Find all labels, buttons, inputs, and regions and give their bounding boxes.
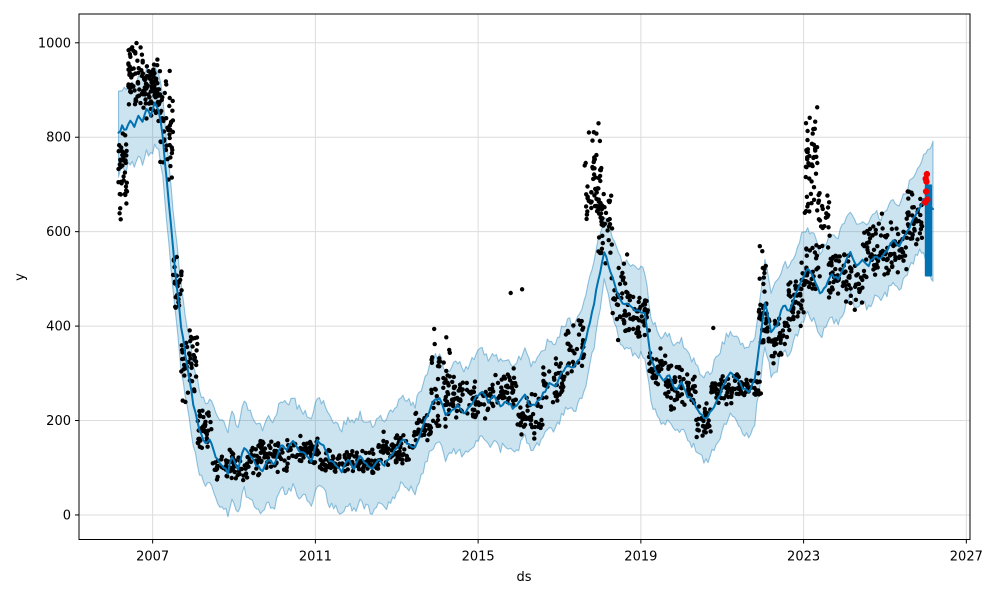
svg-text:2011: 2011: [299, 550, 332, 565]
x-axis-label: ds: [516, 570, 531, 585]
y-axis-label: y: [13, 273, 28, 281]
svg-text:2015: 2015: [462, 550, 495, 565]
plot-frame: [78, 13, 971, 540]
svg-text:800: 800: [46, 131, 71, 146]
svg-text:600: 600: [46, 225, 71, 240]
svg-text:2007: 2007: [136, 550, 169, 565]
svg-text:2023: 2023: [787, 550, 820, 565]
svg-text:2019: 2019: [624, 550, 657, 565]
svg-text:200: 200: [46, 414, 71, 429]
y-axis-ticks: 0 200 400 600 800 1000: [38, 36, 79, 523]
svg-text:1000: 1000: [38, 36, 71, 51]
svg-text:2027: 2027: [950, 550, 983, 565]
svg-text:400: 400: [46, 320, 71, 335]
forecast-line: [117, 101, 934, 476]
future-forecast-bar: [924, 184, 933, 277]
x-axis-ticks: 2007 2011 2015 2019 2023 2027: [136, 539, 983, 565]
svg-text:0: 0: [63, 508, 71, 523]
anomaly-points: [922, 170, 931, 206]
